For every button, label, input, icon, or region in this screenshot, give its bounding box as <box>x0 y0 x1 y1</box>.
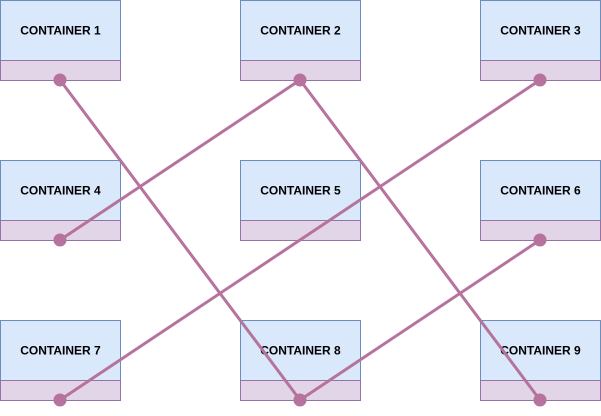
container-4-port[interactable] <box>53 233 67 247</box>
container-1[interactable]: CONTAINER 1 <box>0 0 121 81</box>
container-8-body <box>240 320 361 381</box>
container-6-label: CONTAINER 6 <box>500 184 581 198</box>
container-9[interactable]: CONTAINER 9 <box>480 320 601 401</box>
container-9-body <box>480 320 601 381</box>
container-8[interactable]: CONTAINER 8 <box>240 320 361 401</box>
container-9-port[interactable] <box>533 393 547 407</box>
container-1-body <box>0 0 121 61</box>
container-5-label: CONTAINER 5 <box>260 184 341 198</box>
container-6-port[interactable] <box>533 233 547 247</box>
connectors-layer <box>58 78 542 402</box>
container-7-body <box>0 320 121 381</box>
container-5-footer <box>240 220 361 241</box>
connector-3-to-7[interactable] <box>58 78 542 402</box>
connector-1-to-8[interactable] <box>58 78 302 402</box>
container-5[interactable]: CONTAINER 5 <box>240 160 361 241</box>
container-3-port[interactable] <box>533 73 547 87</box>
container-7-port[interactable] <box>53 393 67 407</box>
container-1-port[interactable] <box>53 73 67 87</box>
container-3-label: CONTAINER 3 <box>500 24 581 38</box>
ports-layer <box>53 73 547 407</box>
container-7-label: CONTAINER 7 <box>20 344 101 358</box>
container-6[interactable]: CONTAINER 6 <box>480 160 601 241</box>
connector-2-to-4[interactable] <box>58 78 302 242</box>
container-8-port[interactable] <box>293 393 307 407</box>
connector-2-to-9[interactable] <box>298 78 542 402</box>
container-9-label: CONTAINER 9 <box>500 344 581 358</box>
container-1-label: CONTAINER 1 <box>20 24 101 38</box>
container-8-label: CONTAINER 8 <box>260 344 341 358</box>
containers-layer: CONTAINER 1 CONTAINER 2 CONTAINER 3 CONT… <box>0 0 601 401</box>
container-2-label: CONTAINER 2 <box>260 24 341 38</box>
connector-6-to-8[interactable] <box>298 238 542 402</box>
container-4-label: CONTAINER 4 <box>20 184 101 198</box>
container-7[interactable]: CONTAINER 7 <box>0 320 121 401</box>
container-4[interactable]: CONTAINER 4 <box>0 160 121 241</box>
container-2[interactable]: CONTAINER 2 <box>240 0 361 81</box>
container-2-body <box>240 0 361 61</box>
container-2-port[interactable] <box>293 73 307 87</box>
container-3[interactable]: CONTAINER 3 <box>480 0 601 81</box>
